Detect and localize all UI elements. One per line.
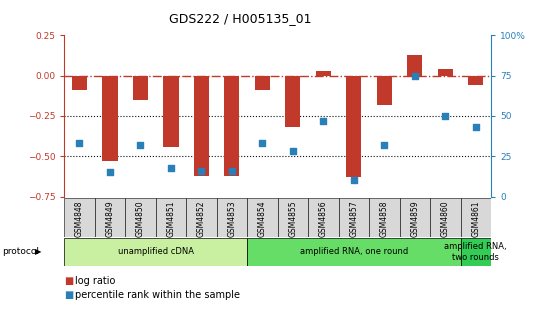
Bar	[468, 76, 483, 85]
Bar	[247, 238, 460, 266]
Text: log ratio: log ratio	[75, 276, 116, 286]
Text: amplified RNA,
two rounds: amplified RNA, two rounds	[445, 242, 507, 261]
Point	[349, 178, 358, 183]
Point	[105, 170, 114, 175]
Point	[380, 142, 389, 148]
Text: GSM4853: GSM4853	[227, 200, 237, 237]
Bar	[316, 71, 331, 76]
Text: GSM4848: GSM4848	[75, 200, 84, 237]
Point	[441, 113, 450, 119]
Bar	[64, 198, 95, 237]
Bar	[163, 76, 179, 146]
Text: GSM4856: GSM4856	[319, 200, 328, 237]
Bar	[346, 76, 362, 177]
Bar	[255, 76, 270, 90]
Bar	[224, 76, 239, 176]
Text: GSM4849: GSM4849	[105, 200, 114, 237]
Bar	[407, 55, 422, 76]
Bar	[194, 76, 209, 176]
Bar	[217, 198, 247, 237]
Text: ■: ■	[64, 276, 74, 286]
Point	[75, 141, 84, 146]
Text: GSM4850: GSM4850	[136, 200, 145, 237]
Text: GSM4860: GSM4860	[441, 200, 450, 237]
Text: GSM4859: GSM4859	[410, 200, 419, 237]
Point	[197, 168, 206, 173]
Bar	[430, 198, 460, 237]
Text: ■: ■	[64, 290, 74, 300]
Bar	[377, 76, 392, 104]
Text: GSM4854: GSM4854	[258, 200, 267, 237]
Point	[472, 125, 480, 130]
Bar	[308, 198, 339, 237]
Point	[258, 141, 267, 146]
Bar	[400, 198, 430, 237]
Text: GSM4851: GSM4851	[166, 200, 175, 237]
Point	[319, 118, 328, 123]
Bar	[125, 198, 156, 237]
Bar	[437, 69, 453, 76]
Bar	[95, 198, 125, 237]
Bar	[285, 76, 300, 127]
Text: GSM4861: GSM4861	[472, 200, 480, 237]
Text: GSM4857: GSM4857	[349, 200, 358, 237]
Bar	[133, 76, 148, 100]
Point	[136, 142, 145, 148]
Text: GSM4855: GSM4855	[288, 200, 297, 237]
Bar	[64, 238, 247, 266]
Bar	[369, 198, 400, 237]
Bar	[102, 76, 118, 161]
Text: amplified RNA, one round: amplified RNA, one round	[300, 247, 408, 256]
Point	[166, 165, 175, 170]
Text: unamplified cDNA: unamplified cDNA	[118, 247, 194, 256]
Bar	[339, 198, 369, 237]
Bar	[460, 198, 491, 237]
Point	[228, 168, 237, 173]
Text: protocol: protocol	[2, 247, 39, 256]
Bar	[247, 198, 277, 237]
Bar	[186, 198, 217, 237]
Point	[288, 149, 297, 154]
Point	[410, 73, 419, 78]
Text: GSM4858: GSM4858	[380, 200, 389, 237]
Bar	[72, 76, 87, 90]
Bar	[460, 238, 491, 266]
Text: ▶: ▶	[35, 247, 41, 256]
Text: GSM4852: GSM4852	[197, 200, 206, 237]
Text: percentile rank within the sample: percentile rank within the sample	[75, 290, 240, 300]
Bar	[278, 198, 308, 237]
Text: GDS222 / H005135_01: GDS222 / H005135_01	[169, 12, 311, 25]
Bar	[156, 198, 186, 237]
